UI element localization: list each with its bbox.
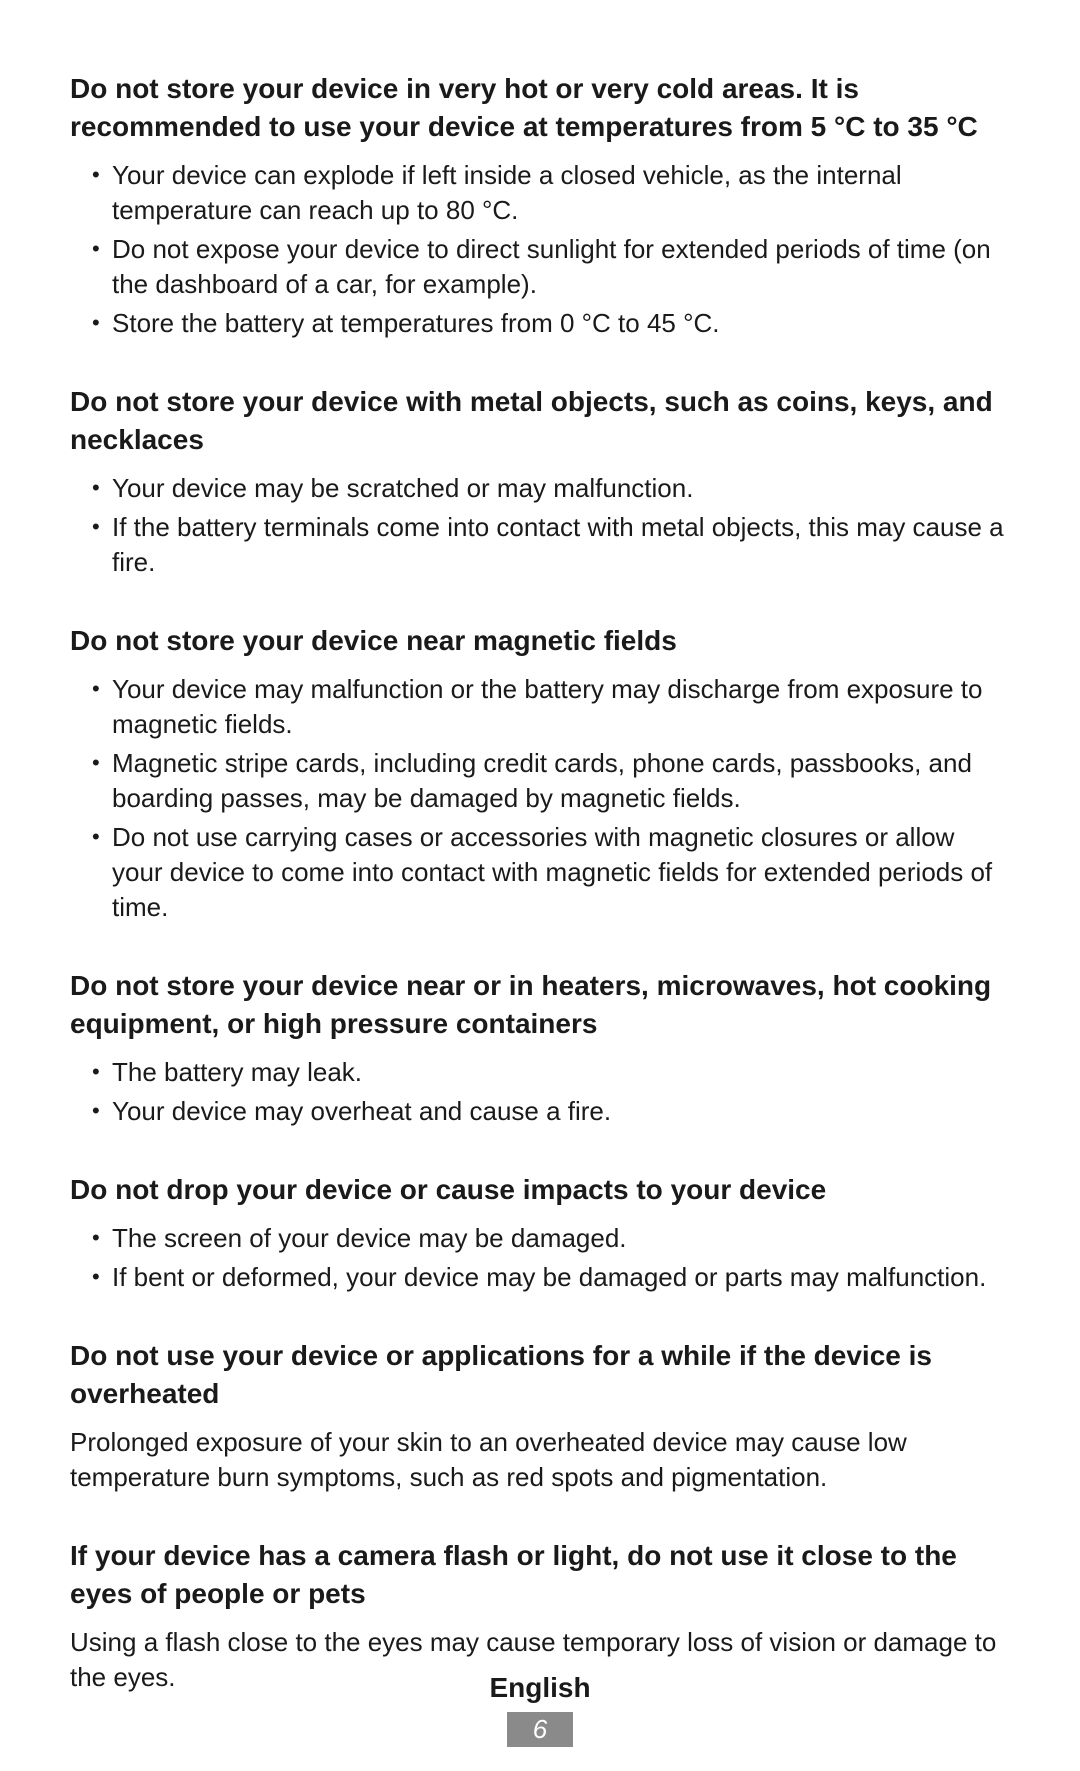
- bullet-item: Your device may malfunction or the batte…: [92, 672, 1010, 742]
- section-heading: Do not store your device in very hot or …: [70, 70, 1010, 146]
- bullet-item: Your device may overheat and cause a fir…: [92, 1094, 1010, 1129]
- section: Do not use your device or applications f…: [70, 1337, 1010, 1495]
- section: Do not store your device near magnetic f…: [70, 622, 1010, 925]
- bullet-list: Your device may malfunction or the batte…: [70, 672, 1010, 926]
- footer-page-number: 6: [507, 1712, 573, 1747]
- page-footer: English 6: [0, 1672, 1080, 1747]
- bullet-item: If bent or deformed, your device may be …: [92, 1260, 1010, 1295]
- section-heading: Do not store your device near or in heat…: [70, 967, 1010, 1043]
- footer-language: English: [0, 1672, 1080, 1704]
- bullet-item: Store the battery at temperatures from 0…: [92, 306, 1010, 341]
- section-heading: Do not store your device with metal obje…: [70, 383, 1010, 459]
- section-heading: Do not use your device or applications f…: [70, 1337, 1010, 1413]
- section: Do not store your device with metal obje…: [70, 383, 1010, 580]
- section-paragraph: Prolonged exposure of your skin to an ov…: [70, 1425, 1010, 1495]
- section-heading: If your device has a camera flash or lig…: [70, 1537, 1010, 1613]
- section-heading: Do not store your device near magnetic f…: [70, 622, 1010, 660]
- bullet-item: The battery may leak.: [92, 1055, 1010, 1090]
- bullet-item: Do not expose your device to direct sunl…: [92, 232, 1010, 302]
- section: Do not store your device in very hot or …: [70, 70, 1010, 341]
- section-heading: Do not drop your device or cause impacts…: [70, 1171, 1010, 1209]
- bullet-item: Do not use carrying cases or accessories…: [92, 820, 1010, 925]
- bullet-item: Your device may be scratched or may malf…: [92, 471, 1010, 506]
- bullet-list: The battery may leak. Your device may ove…: [70, 1055, 1010, 1129]
- bullet-item: If the battery terminals come into conta…: [92, 510, 1010, 580]
- bullet-item: Magnetic stripe cards, including credit …: [92, 746, 1010, 816]
- bullet-item: The screen of your device may be damaged…: [92, 1221, 1010, 1256]
- bullet-item: Your device can explode if left inside a…: [92, 158, 1010, 228]
- bullet-list: The screen of your device may be damaged…: [70, 1221, 1010, 1295]
- section: Do not drop your device or cause impacts…: [70, 1171, 1010, 1295]
- section: Do not store your device near or in heat…: [70, 967, 1010, 1129]
- bullet-list: Your device may be scratched or may malf…: [70, 471, 1010, 580]
- bullet-list: Your device can explode if left inside a…: [70, 158, 1010, 341]
- document-body: Do not store your device in very hot or …: [70, 70, 1010, 1695]
